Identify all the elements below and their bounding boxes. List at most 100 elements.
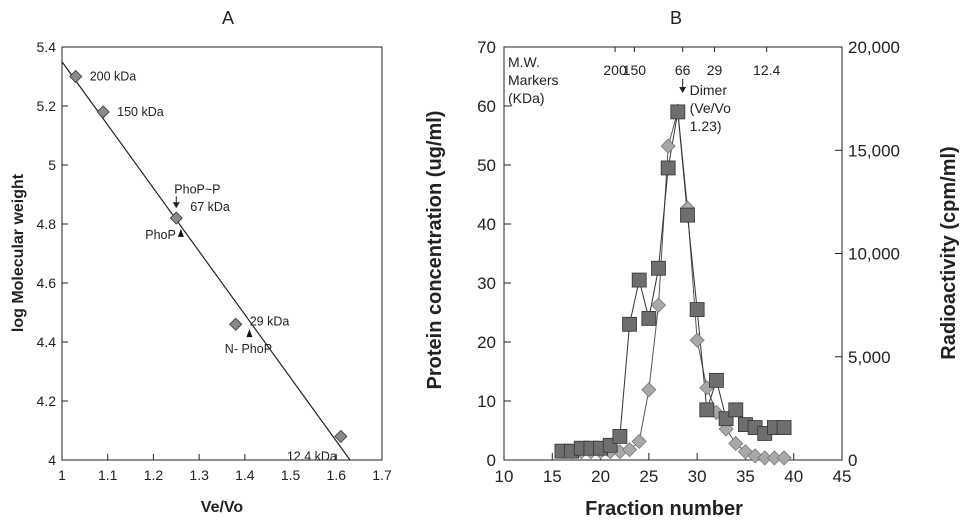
panel-b-y-ticks: 0 10 20 30 40 50 60 70 bbox=[477, 38, 511, 470]
point-label: 12.4 kDa bbox=[287, 449, 337, 463]
x-tick-label: 15 bbox=[543, 467, 562, 486]
y-tick-label: 4.2 bbox=[37, 393, 57, 409]
y-tick-label: 20 bbox=[477, 333, 496, 352]
point-label: 29 kDa bbox=[250, 314, 290, 328]
y-tick-label: 4.6 bbox=[37, 275, 57, 291]
protein-point bbox=[776, 420, 792, 435]
y-tick-label: 5.4 bbox=[37, 39, 57, 55]
panel-a-plot-frame bbox=[61, 46, 383, 461]
protein-point bbox=[622, 316, 637, 332]
radioactivity-point bbox=[660, 138, 676, 154]
y2-tick-label: 0 bbox=[848, 451, 857, 470]
panel-a-y-axis-label: log Molecular weight bbox=[10, 173, 27, 332]
x-tick-label: 20 bbox=[591, 467, 610, 486]
top-tick-label: 66 bbox=[675, 62, 691, 78]
dimer-label-line: 1.23) bbox=[690, 118, 722, 134]
point-label: 67 kDa bbox=[190, 200, 230, 214]
protein-point bbox=[689, 302, 705, 317]
radioactivity-point bbox=[631, 433, 647, 449]
panel-a-points: 200 kDa 150 kDa 67 kDa 29 kDa 12.4 kDa bbox=[69, 69, 348, 463]
radioactivity-point bbox=[689, 332, 705, 348]
protein-point bbox=[631, 272, 647, 288]
protein-point bbox=[709, 372, 724, 388]
y-tick-label: 60 bbox=[477, 97, 496, 116]
y-tick-label: 4.4 bbox=[37, 334, 57, 350]
y-tick-label: 5.2 bbox=[37, 98, 57, 114]
panel-a-y-ticks: 4 4.2 4.4 4.6 4.8 5 5.2 5.4 bbox=[37, 39, 68, 468]
y2-tick-label: 5,000 bbox=[848, 348, 891, 367]
y-tick-label: 0 bbox=[487, 451, 496, 470]
point-label: 150 kDa bbox=[117, 105, 164, 119]
top-axis-label-line: (KDa) bbox=[508, 90, 545, 106]
calibration-point bbox=[96, 105, 110, 119]
x-tick-label: 25 bbox=[639, 467, 658, 486]
protein-point bbox=[641, 310, 657, 326]
x-tick-label: 1.3 bbox=[189, 467, 209, 483]
y2-tick-label: 15,000 bbox=[848, 141, 900, 160]
panel-b-x-axis-label: Fraction number bbox=[585, 498, 743, 520]
y-tick-label: 4 bbox=[48, 452, 56, 468]
panel-a-annotations: PhoP~P PhoP N- PhoP bbox=[145, 182, 272, 356]
panel-b-y2-axis-label: Radioactivity (cpm/ml) bbox=[938, 146, 960, 359]
x-tick-label: 40 bbox=[784, 467, 803, 486]
protein-point bbox=[680, 207, 695, 223]
annotation-label: PhoP~P bbox=[174, 182, 220, 196]
radioactivity-point bbox=[621, 442, 638, 458]
panel-b-annotation: Dimer (Ve/Vo 1.23) bbox=[679, 79, 731, 134]
radioactivity-point bbox=[650, 297, 667, 313]
top-tick-label: 12.4 bbox=[753, 62, 780, 78]
top-axis-label-line: M.W. bbox=[508, 54, 540, 70]
x-tick-label: 1.6 bbox=[327, 467, 347, 483]
y-tick-label: 4.8 bbox=[37, 216, 57, 232]
annotation-label: PhoP bbox=[145, 228, 176, 242]
panel-a-title: A bbox=[222, 8, 234, 28]
protein-point bbox=[651, 260, 666, 276]
annotation-label: N- PhoP bbox=[225, 342, 272, 356]
calibration-point bbox=[69, 69, 83, 84]
panel-a-x-ticks: 1 1.1 1.2 1.3 1.4 1.5 1.6 1.7 bbox=[58, 454, 392, 483]
y-tick-label: 10 bbox=[477, 392, 496, 411]
y-tick-label: 40 bbox=[477, 215, 496, 234]
protein-point bbox=[699, 402, 715, 418]
x-tick-label: 1.1 bbox=[98, 467, 118, 483]
protein-point bbox=[660, 160, 676, 176]
x-tick-label: 1.5 bbox=[281, 467, 301, 483]
calibration-point bbox=[169, 211, 183, 225]
panel-b-series bbox=[554, 103, 792, 466]
radioactivity-point bbox=[747, 448, 763, 464]
top-tick-label: 150 bbox=[623, 62, 647, 78]
y-tick-label: 70 bbox=[477, 38, 496, 57]
radioactivity-point bbox=[728, 435, 744, 452]
annotation-triangle bbox=[246, 329, 253, 338]
x-tick-label: 45 bbox=[833, 467, 852, 486]
x-tick-label: 1 bbox=[58, 467, 66, 483]
y-tick-label: 50 bbox=[477, 156, 496, 175]
protein-point bbox=[728, 402, 744, 418]
top-tick-label: 29 bbox=[707, 62, 723, 78]
y2-tick-label: 20,000 bbox=[848, 38, 900, 57]
y-tick-label: 30 bbox=[477, 274, 496, 293]
x-tick-label: 1.7 bbox=[372, 467, 392, 483]
dimer-arrow-head bbox=[679, 87, 687, 93]
y2-tick-label: 10,000 bbox=[848, 245, 900, 264]
top-tick-label: 200 bbox=[603, 62, 627, 78]
x-tick-label: 35 bbox=[736, 467, 755, 486]
panel-a-fit-line bbox=[61, 61, 351, 461]
panel-b-y2-ticks: 0 5,000 10,000 15,000 20,000 bbox=[835, 38, 900, 470]
x-tick-label: 1.2 bbox=[144, 467, 164, 483]
radioactivity-point bbox=[776, 450, 792, 466]
annotation-arrow-head bbox=[172, 202, 180, 209]
calibration-point bbox=[229, 317, 243, 331]
protein-point bbox=[612, 428, 628, 444]
x-tick-label: 10 bbox=[495, 467, 514, 486]
y-tick-label: 5 bbox=[48, 157, 56, 173]
dimer-label-line: (Ve/Vo bbox=[690, 100, 731, 116]
calibration-point bbox=[334, 429, 348, 443]
panel-b-x-ticks: 10 15 20 25 30 35 40 45 bbox=[495, 453, 852, 486]
protein-point bbox=[670, 104, 686, 120]
x-tick-label: 1.4 bbox=[235, 467, 255, 483]
point-label: 200 kDa bbox=[90, 70, 137, 84]
